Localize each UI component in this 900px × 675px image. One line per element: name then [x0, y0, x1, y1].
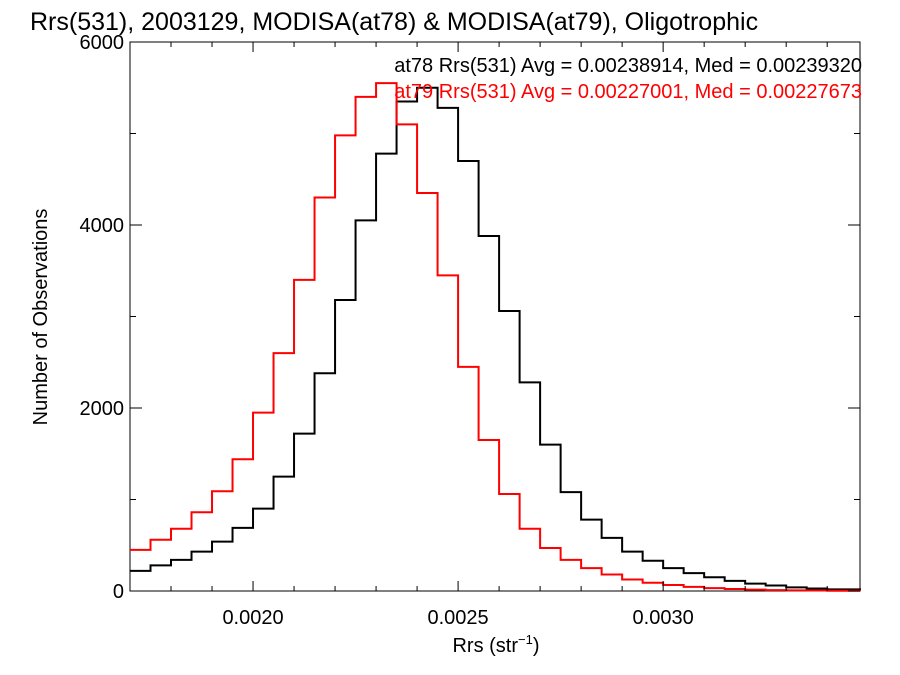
x-tick-label: 0.0030 [633, 607, 694, 629]
tick-layer: 0.0020 0.0025 0.0030 0 2000 4000 6000 [80, 32, 860, 629]
legend: at78 Rrs(531) Avg = 0.00238914, Med = 0.… [394, 55, 862, 103]
series-layer [130, 82, 861, 592]
x-tick-label: 0.0025 [428, 607, 489, 629]
legend-at79: at79 Rrs(531) Avg = 0.00227001, Med = 0.… [394, 81, 862, 103]
x-axis-label-main: Rrs (str [452, 635, 518, 657]
y-tick-label: 4000 [80, 215, 125, 237]
y-tick-label: 6000 [80, 32, 125, 54]
y-axis-label: Number of Observations [30, 209, 52, 426]
legend-at78: at78 Rrs(531) Avg = 0.00238914, Med = 0.… [394, 55, 862, 77]
x-axis-label-close: ) [533, 635, 540, 657]
x-tick-label: 0.0020 [222, 607, 283, 629]
y-tick-label: 0 [113, 581, 124, 603]
x-axis-label-exponent: −1 [518, 632, 533, 647]
x-axis-label: Rrs (str−1) [452, 632, 539, 657]
chart-title: Rrs(531), 2003129, MODISA(at78) & MODISA… [30, 8, 758, 36]
plot-frame [129, 41, 861, 592]
plot-area: 0.0020 0.0025 0.0030 0 2000 4000 6000 [80, 32, 861, 629]
series-at78-line [130, 86, 861, 591]
y-tick-label: 2000 [80, 398, 125, 420]
series-at79-line [130, 82, 861, 592]
